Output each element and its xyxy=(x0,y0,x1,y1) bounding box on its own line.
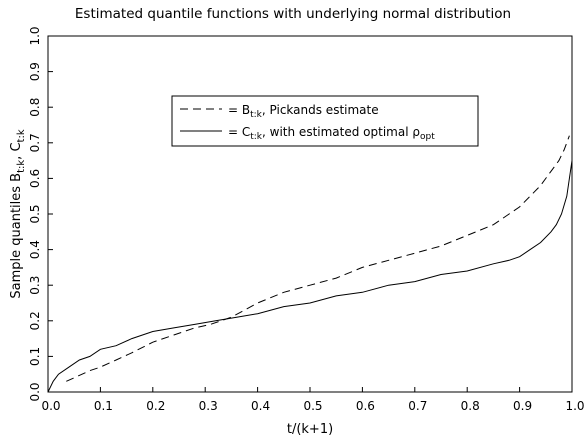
y-tick-label: 0.5 xyxy=(28,204,42,223)
legend-box xyxy=(171,95,479,147)
series-layer xyxy=(47,135,573,393)
chart-title: Estimated quantile functions with underl… xyxy=(75,6,511,22)
y-tick-label: 0.6 xyxy=(28,169,42,188)
series-line-pickands xyxy=(66,135,570,382)
y-tick-label: 0.9 xyxy=(28,62,42,81)
legend-label-pickands-post: , Pickands estimate xyxy=(262,103,379,117)
legend-label-optimal-mid: , with estimated optimal ρ xyxy=(262,125,420,139)
x-tick-label: 0.7 xyxy=(408,399,427,413)
y-axis-label-sub1: t:k xyxy=(16,160,27,173)
y-tick-label: 0.7 xyxy=(28,133,42,152)
legend-label-optimal-sub: t:k xyxy=(250,132,263,142)
y-tick-label: 0.0 xyxy=(28,382,42,401)
y-tick-label: 0.4 xyxy=(28,240,42,259)
y-tick-label: 0.1 xyxy=(28,347,42,366)
y-axis-ticks: 0.0 0.1 0.2 0.3 0.4 0.5 0.6 0.7 0.8 0.9 1.0 xyxy=(28,26,53,402)
series-line-optimal xyxy=(47,160,573,393)
y-tick-label: 0.8 xyxy=(28,98,42,117)
legend-label-optimal-sub2: opt xyxy=(420,132,435,142)
legend-label-pickands: = Bt:k, Pickands estimate xyxy=(228,103,379,120)
y-axis-label-main: Sample quantiles B xyxy=(9,173,24,299)
x-tick-label: 0.9 xyxy=(513,399,532,413)
legend: = Bt:k, Pickands estimate = Ct:k, with e… xyxy=(171,95,479,147)
x-axis-label: t/(k+1) xyxy=(287,422,333,437)
legend-label-pickands-sub: t:k xyxy=(250,110,263,120)
x-tick-label: 0.1 xyxy=(94,399,113,413)
x-tick-label: 1.0 xyxy=(565,399,584,413)
plot-area-frame xyxy=(47,35,573,393)
x-tick-label: 0.4 xyxy=(251,399,270,413)
x-tick-label: 0.8 xyxy=(461,399,480,413)
x-tick-label: 0.0 xyxy=(41,399,60,413)
y-tick-label: 0.2 xyxy=(28,311,42,330)
legend-label-optimal: = Ct:k, with estimated optimal ρopt xyxy=(228,125,435,142)
legend-label-optimal-pre: = C xyxy=(228,125,250,139)
y-tick-label: 0.3 xyxy=(28,276,42,295)
y-axis-label-sep: , C xyxy=(9,142,24,159)
y-tick-label: 1.0 xyxy=(28,26,42,45)
x-axis-ticks: 0.0 0.1 0.2 0.3 0.4 0.5 0.6 0.7 0.8 0.9 1.0 xyxy=(41,387,585,413)
y-axis-label: Sample quantiles Bt:k, Ct:k xyxy=(9,129,27,298)
x-tick-label: 0.3 xyxy=(199,399,218,413)
x-tick-label: 0.6 xyxy=(356,399,375,413)
legend-label-pickands-pre: = B xyxy=(228,103,250,117)
y-axis-label-sub2: t:k xyxy=(16,129,27,142)
x-tick-label: 0.2 xyxy=(146,399,165,413)
x-tick-label: 0.5 xyxy=(303,399,322,413)
